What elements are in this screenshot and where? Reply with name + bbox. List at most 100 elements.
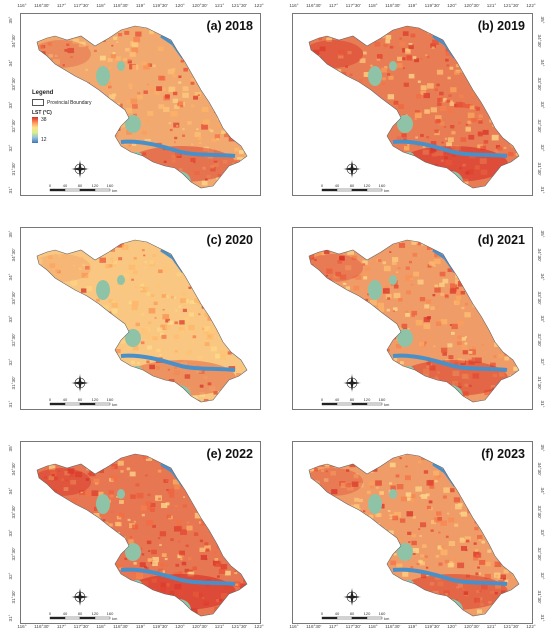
- lst-pixel: [145, 119, 150, 123]
- lst-pixel: [362, 333, 367, 337]
- lst-pixel: [455, 257, 459, 260]
- lst-pixel: [175, 563, 180, 567]
- scale-unit: km: [384, 188, 390, 193]
- lst-pixel: [433, 455, 437, 458]
- lst-pixel: [195, 187, 200, 188]
- lst-pixel: [437, 169, 441, 172]
- scale-tick-label: 160: [379, 611, 386, 616]
- lst-pixel: [229, 507, 234, 512]
- lst-pixel: [128, 264, 136, 270]
- lst-pixel: [23, 143, 30, 148]
- lst-pixel: [298, 143, 301, 145]
- lst-pixel: [399, 37, 402, 40]
- provincial-boundary: [308, 453, 520, 617]
- lst-pixel: [170, 111, 178, 117]
- lst-pixel: [362, 387, 370, 393]
- lst-pixel: [150, 294, 155, 297]
- lst-pixel: [339, 294, 344, 299]
- lst-pixel: [105, 571, 108, 574]
- lst-pixel: [445, 230, 448, 232]
- lst-pixel: [503, 569, 509, 574]
- lst-pixel: [53, 17, 58, 21]
- lst-pixel: [178, 571, 183, 575]
- lst-pixel: [465, 126, 471, 131]
- lst-pixel: [430, 43, 436, 48]
- lst-pixel: [479, 59, 486, 66]
- lst-pixel: [250, 45, 255, 49]
- lst-pixel: [153, 14, 157, 17]
- lst-pixel: [488, 389, 494, 393]
- scale-tick-label: 80: [78, 611, 83, 616]
- lst-pixel: [249, 544, 252, 546]
- lst-pixel: [199, 547, 205, 552]
- longitude-tick-bottom: 121°30': [231, 624, 248, 630]
- lst-pixel: [188, 57, 192, 61]
- lst-pixel: [214, 557, 219, 561]
- lst-pixel: [420, 243, 424, 246]
- lst-pixel: [396, 344, 402, 349]
- lst-pixel: [430, 107, 437, 113]
- lst-pixel: [37, 606, 41, 611]
- scale-segment: [366, 402, 383, 406]
- lst-pixel: [385, 537, 389, 541]
- lst-pixel: [21, 303, 27, 308]
- lst-pixel: [441, 27, 445, 30]
- lst-pixel: [97, 540, 101, 544]
- lst-pixel: [191, 449, 193, 451]
- scale-tick-label: 120: [364, 397, 371, 402]
- lst-pixel: [103, 334, 111, 340]
- lst-pixel: [444, 35, 448, 39]
- lst-pixel: [91, 516, 97, 521]
- lst-pixel: [309, 168, 316, 173]
- lst-pixel: [167, 616, 169, 618]
- lake: [397, 329, 413, 347]
- lst-pixel: [111, 300, 116, 304]
- lst-pixel: [503, 578, 506, 581]
- lst-pixel: [309, 26, 316, 30]
- lst-pixel: [37, 614, 42, 616]
- lst-pixel: [509, 618, 514, 622]
- lst-pixel: [307, 169, 309, 171]
- lst-pixel: [244, 154, 247, 161]
- lst-pixel: [130, 360, 135, 364]
- lake: [96, 66, 110, 86]
- lst-pixel: [481, 617, 486, 621]
- lst-pixel: [377, 112, 385, 119]
- lst-pixel: [227, 467, 233, 471]
- lst-pixel: [163, 106, 170, 113]
- lst-pixel: [74, 552, 78, 555]
- lst-pixel: [37, 240, 42, 246]
- lst-pixel: [122, 149, 127, 154]
- lst-pixel: [518, 293, 519, 297]
- lst-pixel: [71, 322, 76, 327]
- lst-pixel: [217, 33, 225, 39]
- lst-pixel: [227, 394, 234, 400]
- lst-pixel: [450, 459, 456, 464]
- lst-pixel: [105, 343, 109, 347]
- lst-pixel: [399, 518, 406, 523]
- lst-pixel: [123, 57, 128, 62]
- lst-pixel: [296, 80, 300, 83]
- lst-pixel: [140, 183, 148, 188]
- lst-pixel: [126, 346, 131, 350]
- lst-pixel: [494, 561, 502, 568]
- lst-pixel: [117, 32, 123, 37]
- lst-pixel: [377, 259, 382, 262]
- lst-pixel: [321, 469, 325, 472]
- lst-pixel: [464, 264, 470, 269]
- lst-pixel: [436, 306, 439, 309]
- lst-pixel: [481, 472, 486, 476]
- lst-pixel: [430, 306, 435, 310]
- lst-pixel: [387, 94, 395, 100]
- lst-pixel: [179, 320, 185, 325]
- lst-pixel: [376, 336, 383, 342]
- lst-pixel: [137, 91, 141, 95]
- scale-segment: [351, 616, 368, 620]
- lst-pixel: [375, 537, 383, 543]
- lst-pixel: [117, 242, 124, 248]
- lst-pixel: [207, 148, 214, 154]
- lst-pixel: [424, 341, 427, 344]
- lst-pixel: [198, 313, 201, 316]
- lst-pixel: [461, 469, 466, 474]
- lst-pixel: [59, 285, 66, 291]
